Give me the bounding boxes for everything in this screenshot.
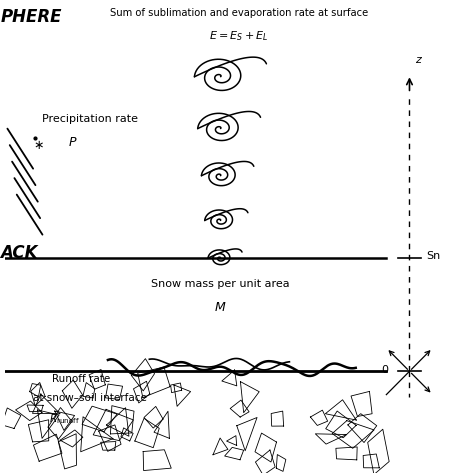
Text: $E = E_S + E_L$: $E = E_S + E_L$ xyxy=(209,30,269,44)
Text: $z$: $z$ xyxy=(415,55,423,65)
Text: Runoff rate: Runoff rate xyxy=(52,374,110,383)
Text: $\ast$: $\ast$ xyxy=(33,138,44,152)
Text: $R_{\mathrm{runoff}}$: $R_{\mathrm{runoff}}$ xyxy=(49,412,81,426)
Text: at snow–soil interface: at snow–soil interface xyxy=(33,392,147,402)
Text: ACK: ACK xyxy=(0,244,38,262)
Text: PHERE: PHERE xyxy=(0,9,62,27)
Text: 0: 0 xyxy=(382,365,389,375)
Text: Precipitation rate: Precipitation rate xyxy=(43,115,138,125)
Text: Snow mass per unit area: Snow mass per unit area xyxy=(151,279,290,290)
Text: $M$: $M$ xyxy=(214,301,227,314)
Text: Sum of sublimation and evaporation rate at surface: Sum of sublimation and evaporation rate … xyxy=(109,9,368,18)
Text: $P$: $P$ xyxy=(68,136,78,149)
Text: Sn: Sn xyxy=(426,251,440,261)
